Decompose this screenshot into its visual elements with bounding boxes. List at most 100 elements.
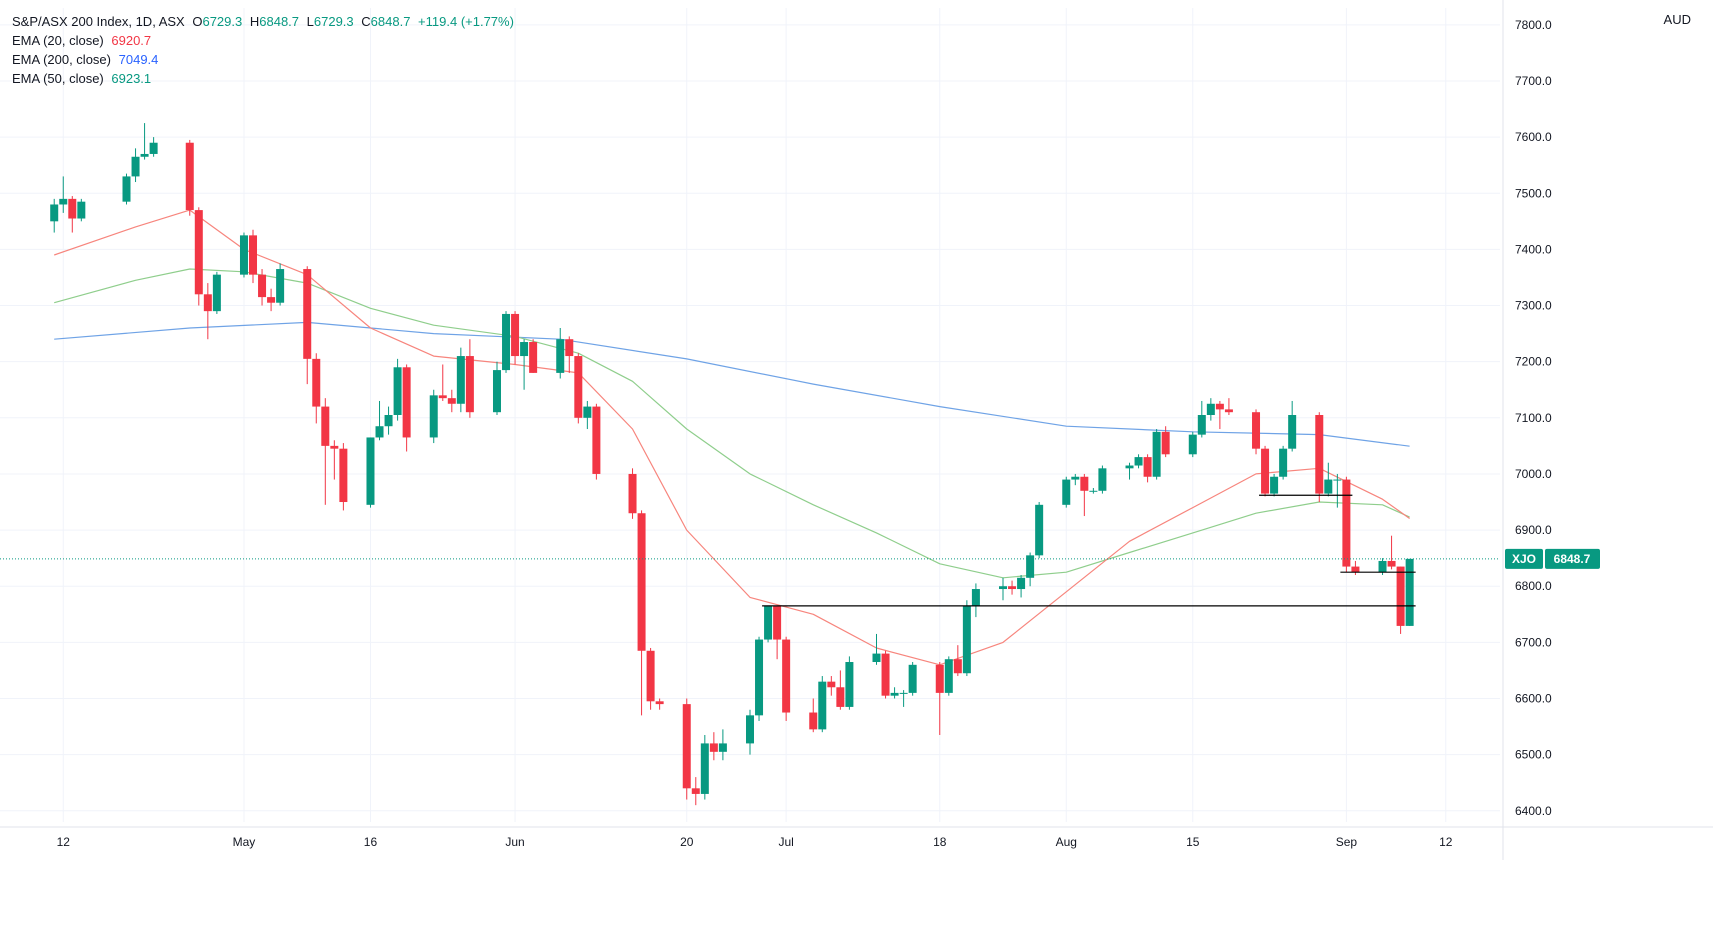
candle-body[interactable]: [456, 356, 465, 404]
legend-ema200[interactable]: EMA (200, close) 7049.4: [12, 50, 514, 69]
candle-body[interactable]: [502, 313, 511, 371]
candle-body[interactable]: [1161, 431, 1170, 455]
candle-body[interactable]: [953, 659, 962, 674]
candle-body[interactable]: [1279, 448, 1288, 477]
candle-body[interactable]: [529, 342, 538, 373]
candle-body[interactable]: [402, 367, 411, 438]
candle-body[interactable]: [212, 274, 221, 312]
candle-body[interactable]: [1017, 577, 1026, 590]
candle-body[interactable]: [1125, 465, 1134, 469]
candle-body[interactable]: [1252, 412, 1261, 449]
candle-body[interactable]: [773, 605, 782, 640]
candle-body[interactable]: [429, 395, 438, 438]
candle-body[interactable]: [77, 201, 86, 219]
candle-body[interactable]: [872, 653, 881, 663]
candle-body[interactable]: [447, 398, 456, 404]
candle-body[interactable]: [1089, 490, 1098, 492]
candle-body[interactable]: [1333, 479, 1342, 481]
candle-body[interactable]: [239, 235, 248, 275]
candle-body[interactable]: [836, 687, 845, 707]
candle-body[interactable]: [646, 650, 655, 702]
candle-body[interactable]: [1008, 586, 1017, 590]
candle-body[interactable]: [122, 176, 131, 202]
candle-body[interactable]: [565, 339, 574, 357]
candle-body[interactable]: [700, 743, 709, 794]
candle-body[interactable]: [1324, 479, 1333, 494]
candle-body[interactable]: [691, 788, 700, 794]
candle-body[interactable]: [637, 513, 646, 651]
candle-body[interactable]: [1188, 434, 1197, 455]
candle-body[interactable]: [1035, 504, 1044, 556]
candle-body[interactable]: [375, 426, 384, 438]
candle-body[interactable]: [68, 198, 77, 219]
candle-body[interactable]: [1351, 566, 1360, 573]
candle-body[interactable]: [899, 692, 908, 694]
candle-body[interactable]: [465, 356, 474, 413]
candle-body[interactable]: [1026, 555, 1035, 578]
candle-body[interactable]: [755, 639, 764, 716]
candle-body[interactable]: [999, 586, 1008, 590]
candle-body[interactable]: [321, 406, 330, 446]
candle-body[interactable]: [203, 294, 212, 312]
candle-body[interactable]: [366, 437, 375, 505]
candle-body[interactable]: [267, 297, 276, 303]
candle-body[interactable]: [140, 153, 149, 157]
candle-body[interactable]: [1143, 457, 1152, 477]
candle-body[interactable]: [393, 367, 402, 415]
candle-body[interactable]: [556, 339, 565, 373]
candle-body[interactable]: [303, 269, 312, 359]
candle-body[interactable]: [1261, 448, 1270, 494]
candle-body[interactable]: [312, 358, 321, 407]
legend-ema50[interactable]: EMA (50, close) 6923.1: [12, 69, 514, 88]
candle-body[interactable]: [1152, 431, 1161, 477]
candle-body[interactable]: [1342, 479, 1351, 567]
candle-body[interactable]: [1288, 415, 1297, 449]
candle-body[interactable]: [827, 681, 836, 688]
symbol-title[interactable]: S&P/ASX 200 Index, 1D, ASX: [12, 14, 185, 29]
candle-body[interactable]: [881, 653, 890, 696]
candle-body[interactable]: [962, 605, 971, 674]
candle-body[interactable]: [782, 639, 791, 713]
candle-body[interactable]: [1224, 409, 1233, 413]
candle-body[interactable]: [655, 701, 664, 705]
candle-body[interactable]: [1197, 415, 1206, 435]
candle-body[interactable]: [1378, 560, 1387, 573]
candle-body[interactable]: [194, 210, 203, 295]
candle-body[interactable]: [935, 664, 944, 693]
candle-body[interactable]: [908, 664, 917, 693]
candle-body[interactable]: [339, 448, 348, 503]
candle-body[interactable]: [185, 142, 194, 211]
currency-label[interactable]: AUD: [1663, 12, 1691, 27]
candle-body[interactable]: [438, 395, 447, 399]
candle-body[interactable]: [131, 156, 140, 177]
candle-body[interactable]: [1387, 560, 1396, 567]
candle-body[interactable]: [1062, 479, 1071, 505]
candle-body[interactable]: [583, 406, 592, 418]
candle-body[interactable]: [1396, 566, 1405, 626]
candle-body[interactable]: [1315, 415, 1324, 494]
candle-body[interactable]: [384, 415, 393, 427]
candle-body[interactable]: [944, 659, 953, 693]
candle-body[interactable]: [1134, 457, 1143, 466]
candle-body[interactable]: [520, 342, 529, 357]
candle-body[interactable]: [1080, 476, 1089, 491]
candle-body[interactable]: [258, 274, 267, 298]
candle-body[interactable]: [1270, 476, 1279, 494]
candle-body[interactable]: [1215, 403, 1224, 410]
candle-body[interactable]: [718, 743, 727, 752]
candle-body[interactable]: [511, 313, 520, 357]
candle-body[interactable]: [1405, 558, 1414, 626]
candle-body[interactable]: [330, 445, 339, 449]
candle-body[interactable]: [249, 235, 258, 275]
candle-body[interactable]: [809, 712, 818, 730]
candle-body[interactable]: [492, 370, 501, 413]
candle-body[interactable]: [746, 715, 754, 744]
candle-body[interactable]: [1206, 403, 1215, 415]
candle-body[interactable]: [59, 198, 68, 205]
candle-body[interactable]: [592, 406, 601, 474]
candle-body[interactable]: [1098, 468, 1107, 491]
candle-body[interactable]: [628, 473, 637, 514]
candle-body[interactable]: [818, 681, 827, 730]
candle-body[interactable]: [709, 743, 718, 752]
